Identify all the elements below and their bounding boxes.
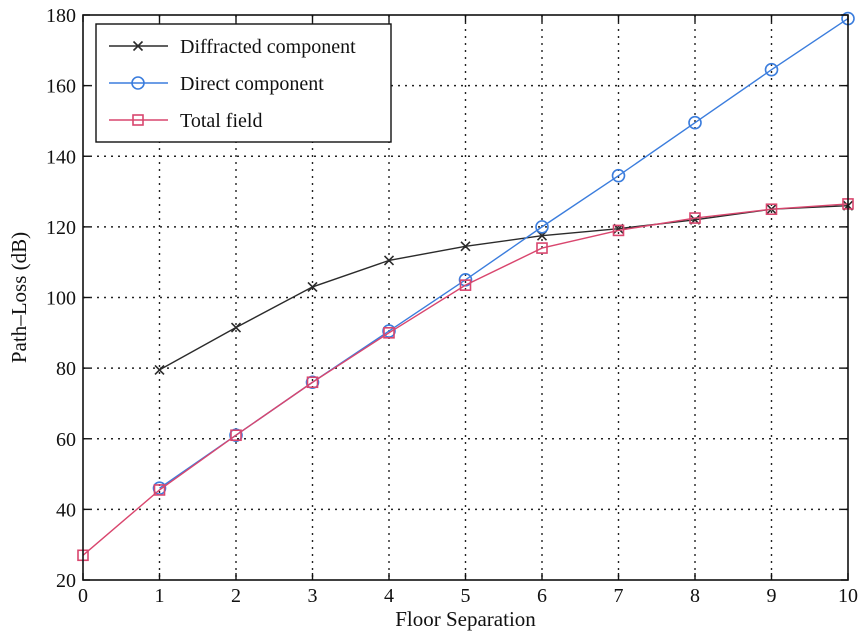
data-point <box>765 203 778 216</box>
x-tick-label: 6 <box>537 585 547 607</box>
x-tick-label: 7 <box>614 585 624 607</box>
y-axis-label: Path–Loss (dB) <box>7 232 31 363</box>
x-tick-label: 2 <box>231 585 241 607</box>
x-tick-label: 3 <box>308 585 318 607</box>
y-tick-label: 140 <box>46 146 76 168</box>
x-tick-label: 8 <box>690 585 700 607</box>
y-tick-label: 160 <box>46 76 76 98</box>
grid <box>83 15 848 580</box>
x-tick-label: 5 <box>461 585 471 607</box>
series-line <box>82 203 849 556</box>
data-point <box>154 364 165 375</box>
legend-label: Diffracted component <box>180 36 356 58</box>
data-point <box>307 281 318 292</box>
x-tick-label: 0 <box>78 585 88 607</box>
data-point <box>536 242 548 254</box>
data-point <box>460 241 471 252</box>
legend-label: Total field <box>180 110 262 132</box>
data-point <box>535 220 549 234</box>
data-point <box>688 115 702 130</box>
x-tick-label: 10 <box>838 585 858 607</box>
x-axis-label: Floor Separation <box>395 607 536 631</box>
data-point <box>764 62 779 77</box>
x-tick-label: 4 <box>384 585 394 607</box>
legend: Diffracted component Direct component Tota… <box>95 23 392 143</box>
data-point <box>230 322 242 333</box>
legend-marker <box>132 40 144 52</box>
data-point <box>383 255 395 266</box>
axis-ticks: 0 1 2 3 4 5 6 7 8 9 10 20 40 60 80 100 120 140 160 180 <box>46 5 858 607</box>
y-tick-label: 40 <box>56 499 76 521</box>
data-point <box>689 212 701 224</box>
legend-marker <box>131 76 145 90</box>
data-point <box>305 375 320 390</box>
x-tick-label: 9 <box>767 585 777 607</box>
y-tick-label: 180 <box>46 5 76 27</box>
data-point <box>383 327 395 339</box>
legend-label: Direct component <box>180 73 324 95</box>
x-tick-label: 1 <box>155 585 165 607</box>
legend-marker <box>132 114 144 126</box>
series-line <box>159 204 849 371</box>
data-point <box>230 429 242 442</box>
y-tick-label: 60 <box>56 429 76 451</box>
y-tick-label: 120 <box>46 217 76 239</box>
y-tick-label: 100 <box>46 288 76 310</box>
data-point <box>306 376 319 389</box>
data-point <box>153 484 166 496</box>
series-layer <box>77 11 855 562</box>
y-tick-label: 20 <box>56 570 76 592</box>
y-tick-label: 80 <box>56 358 76 380</box>
data-point <box>459 279 472 291</box>
data-point <box>611 168 626 183</box>
data-point <box>612 224 625 237</box>
data-point <box>229 428 243 443</box>
series-x <box>154 200 854 375</box>
